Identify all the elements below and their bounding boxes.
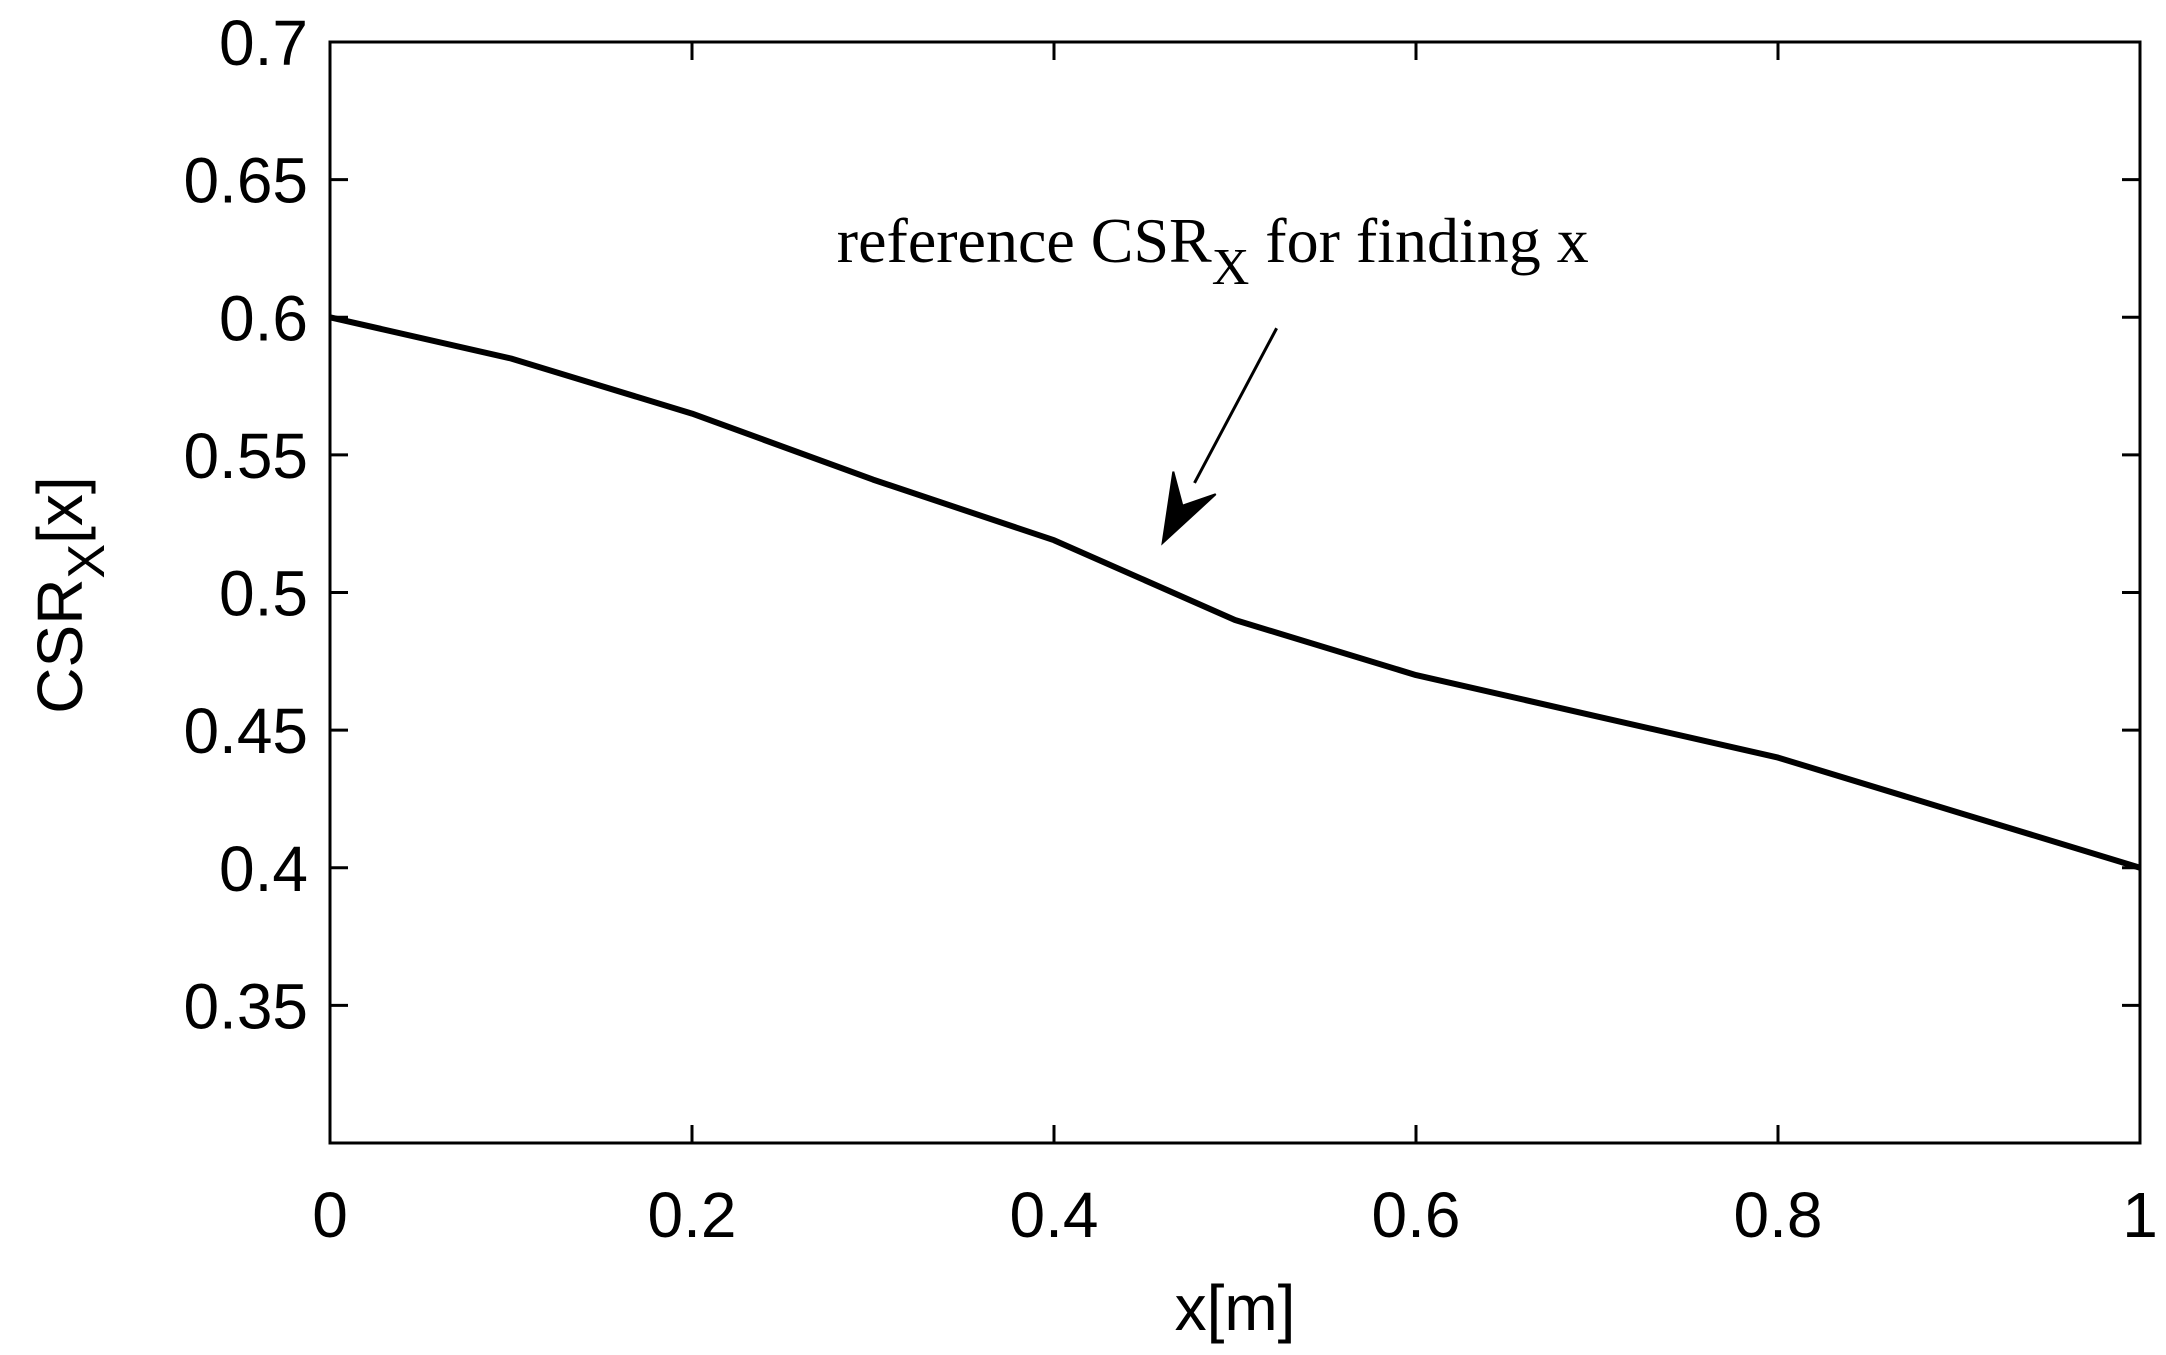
series-layer [329,314,2141,871]
y-tick-label: 0.4 [219,833,308,905]
y-tick-label: 0.65 [183,145,308,217]
labels-layer: x[m] CSRX[x] [24,476,1295,1344]
y-axis-label: CSRX[x] [24,476,116,713]
annotation-layer: reference CSRX for finding x [837,205,1589,546]
y-axis-label-subscript: X [58,544,116,579]
annotation-arrow-shaft [1193,327,1278,484]
x-tick-label: 0.8 [1734,1179,1823,1251]
y-tick-label: 0.6 [219,282,308,354]
x-tick-label: 1 [2122,1179,2158,1251]
x-tick-label: 0.6 [1372,1179,1461,1251]
y-axis-label-suffix: [x] [24,476,96,544]
y-tick-label: 0.35 [183,970,308,1042]
y-axis-label-main: CSR [24,579,96,714]
plot-frame [328,40,2142,1145]
annotation-text-main: reference CSR [837,205,1212,276]
x-tick-label: 0.2 [648,1179,737,1251]
y-tick-label: 0.5 [219,558,308,630]
y-tick-label: 0.7 [219,7,308,79]
series-line [329,314,2141,871]
y-tick-label: 0.55 [183,420,308,492]
ticks-layer: 0 0.2 0.4 0.6 0.8 1 0.35 0.4 0.45 0.5 0.55 0.6 0.65 0… [183,7,2157,1251]
annotation-text: reference CSRX for finding x [837,205,1589,296]
annotation-subscript: X [1212,239,1250,296]
annotation-arrow-head [1161,471,1217,546]
x-axis-label: x[m] [1175,1272,1296,1344]
x-tick-label: 0.4 [1010,1179,1099,1251]
x-tick-label: 0 [312,1179,348,1251]
y-tick-label: 0.45 [183,695,308,767]
annotation-text-rest: for finding x [1249,205,1589,276]
